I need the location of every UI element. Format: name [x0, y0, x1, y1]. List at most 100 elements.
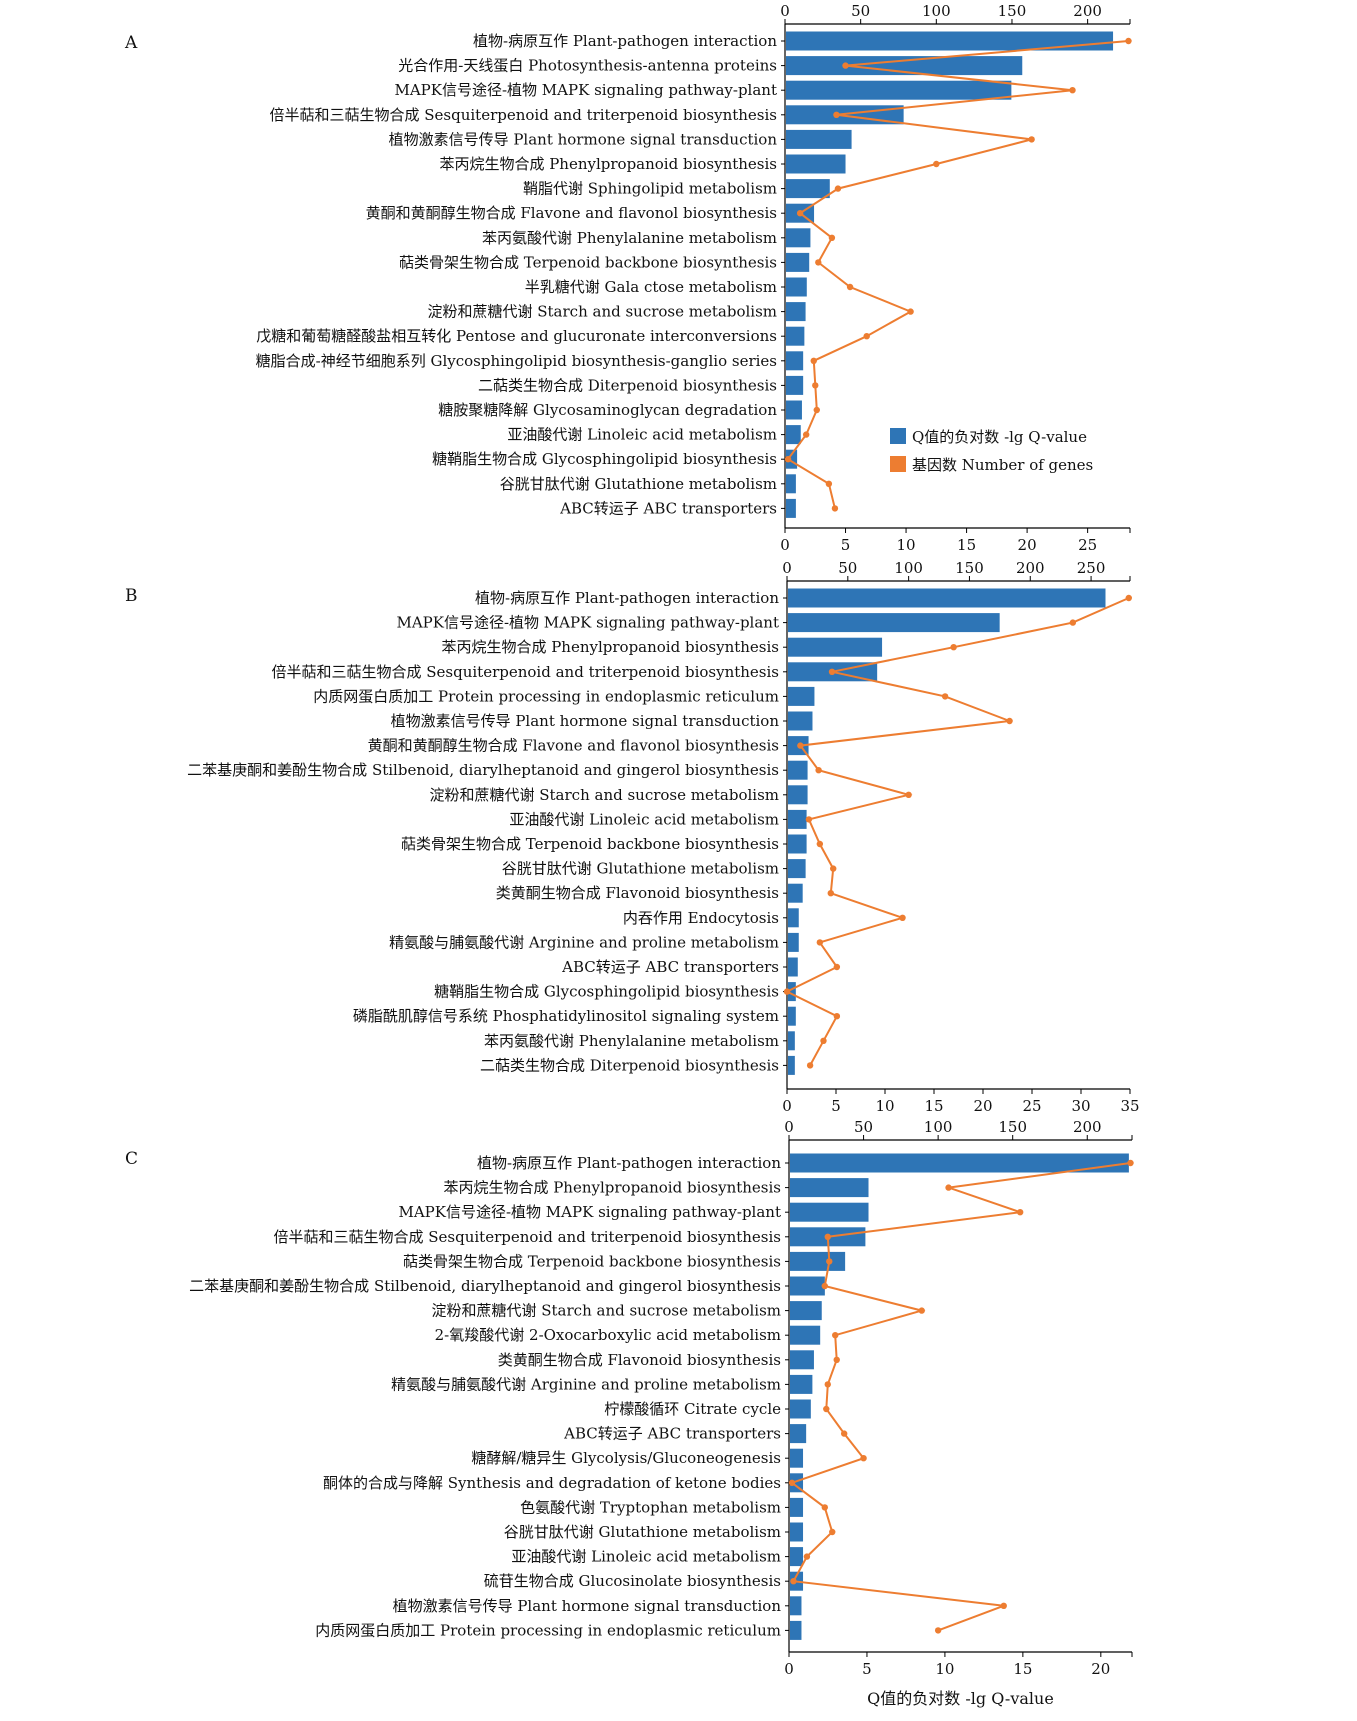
category-label: 糖鞘脂生物合成 Glycosphingolipid biosynthesis — [432, 450, 777, 468]
gene-count-point — [829, 1528, 836, 1536]
bar — [790, 1301, 822, 1321]
bar — [786, 154, 846, 174]
bar — [788, 613, 1000, 633]
gene-count-point — [816, 939, 824, 946]
category-label: 戊糖和葡萄糖醛酸盐相互转化 Pentose and glucuronate in… — [256, 327, 777, 345]
category-label: 亚油酸代谢 Linoleic acid metabolism — [509, 810, 779, 828]
gene-count-point — [825, 480, 833, 487]
bottom-axis-tick-label: 25 — [1078, 536, 1097, 554]
bar — [790, 1497, 804, 1517]
category-label: 糖酵解/糖异生 Glycolysis/Gluconeogenesis — [471, 1449, 781, 1467]
gene-count-point — [1125, 37, 1132, 45]
gene-count-point — [813, 406, 820, 414]
gene-count-point — [788, 1479, 796, 1487]
category-label: 苯丙氨酸代谢 Phenylalanine metabolism — [482, 229, 777, 247]
top-axis-tick-label: 250 — [1077, 559, 1106, 577]
gene-count-point — [950, 644, 957, 651]
gene-count-point — [907, 308, 914, 315]
gene-count-point — [805, 816, 813, 823]
category-label: 植物激素信号传导 Plant hormone signal transducti… — [391, 712, 780, 730]
gene-count-point — [833, 111, 840, 119]
category-label: 淀粉和蔗糖代谢 Starch and sucrose metabolism — [431, 1302, 781, 1320]
bar — [788, 760, 808, 780]
gene-count-point — [905, 791, 912, 798]
category-label: 内质网蛋白质加工 Protein processing in endoplasm… — [315, 1621, 781, 1639]
bar — [788, 834, 807, 854]
gene-count-point — [833, 1356, 840, 1364]
bar — [790, 1251, 846, 1271]
gene-count-point — [826, 1258, 833, 1265]
gene-count-point — [846, 283, 854, 291]
gene-count-point — [796, 210, 804, 217]
bar — [790, 1325, 821, 1345]
category-label: 谷胱甘肽代谢 Glutathione metabolism — [504, 1523, 781, 1541]
top-axis-tick-label: 0 — [782, 559, 792, 577]
bar — [786, 425, 801, 445]
category-label: ABC转运子 ABC transporters — [563, 1425, 781, 1443]
bar — [790, 1202, 869, 1222]
gene-count-point — [1127, 1159, 1134, 1167]
bottom-axis-tick-label: 0 — [782, 1097, 792, 1115]
panel-label: B — [125, 586, 138, 606]
category-label: MAPK信号途径-植物 MAPK signaling pathway-plant — [396, 614, 779, 632]
gene-count-line — [786, 40, 1129, 509]
panel-C: C 0 50 100 150 200 0 5 10 15 20 植物-病原互作 Plant-patho… — [125, 1118, 1134, 1708]
legend-bar-label: Q值的负对数 -lg Q-value — [912, 428, 1087, 446]
gene-count-point — [1000, 1602, 1007, 1610]
category-label: 柠檬酸循环 Citrate cycle — [604, 1400, 781, 1418]
category-label: 二萜类生物合成 Diterpenoid biosynthesis — [478, 376, 777, 394]
category-label: 内吞作用 Endocytosis — [623, 909, 779, 927]
bottom-axis-tick-label: 25 — [1022, 1097, 1041, 1115]
bar — [788, 982, 796, 1002]
legend-bar-swatch — [890, 428, 906, 444]
panel-A: A 0 50 100 150 200 0 5 10 15 20 25 植物-病原互作 Plant-pat… — [124, 2, 1132, 554]
bar — [788, 932, 799, 952]
category-label: 植物-病原互作 Plant-pathogen interaction — [477, 1154, 781, 1172]
bar — [788, 1055, 795, 1075]
x-axis-label: Q值的负对数 -lg Q-value — [867, 1689, 1054, 1708]
bar — [786, 474, 796, 494]
category-label: MAPK信号途径-植物 MAPK signaling pathway-plant — [398, 1203, 781, 1221]
category-label: 苯丙氨酸代谢 Phenylalanine metabolism — [484, 1032, 779, 1050]
bar — [788, 809, 807, 829]
category-label: 萜类骨架生物合成 Terpenoid backbone biosynthesis — [399, 253, 777, 271]
bottom-axis-tick-label: 5 — [862, 1660, 872, 1678]
bottom-axis-tick-label: 15 — [957, 536, 976, 554]
gene-count-point — [941, 693, 949, 700]
category-label: 精氨酸与脯氨酸代谢 Arginine and proline metabolis… — [389, 933, 779, 951]
bar — [786, 228, 811, 248]
bar — [786, 56, 1023, 76]
category-label: 精氨酸与脯氨酸代谢 Arginine and proline metabolis… — [391, 1375, 781, 1393]
gene-count-point — [815, 767, 822, 774]
gene-count-line — [784, 597, 1130, 1066]
bar — [790, 1178, 869, 1198]
category-label: 二苯基庚酮和姜酚生物合成 Stilbenoid, diarylheptanoid… — [187, 761, 779, 779]
bar — [786, 400, 802, 420]
gene-count-point — [833, 963, 841, 971]
bar — [786, 326, 805, 346]
category-label: 酮体的合成与降解 Synthesis and degradation of ke… — [323, 1474, 781, 1492]
category-label: 磷脂酰肌醇信号系统 Phosphatidylinositol signaling… — [353, 1007, 779, 1025]
panel-label: C — [125, 1149, 138, 1169]
top-axis-tick-label: 0 — [780, 2, 790, 20]
bar — [790, 1424, 807, 1444]
bar — [786, 31, 1114, 51]
gene-count-point — [803, 1553, 811, 1560]
gene-count-point — [1069, 87, 1076, 94]
bottom-axis-tick-label: 5 — [831, 1097, 841, 1115]
category-label: 二苯基庚酮和姜酚生物合成 Stilbenoid, diarylheptanoid… — [189, 1277, 781, 1295]
bar — [790, 1620, 802, 1640]
gene-count-point — [784, 456, 792, 463]
bottom-axis-tick-label: 0 — [780, 536, 790, 554]
top-axis-tick-label: 200 — [1016, 559, 1045, 577]
gene-count-point — [806, 1062, 814, 1069]
category-label: 倍半萜和三萜生物合成 Sesquiterpenoid and triterpen… — [274, 1228, 782, 1246]
top-axis-tick-label: 100 — [894, 559, 923, 577]
gene-count-point — [863, 333, 870, 340]
category-label: 苯丙烷生物合成 Phenylpropanoid biosynthesis — [441, 638, 779, 656]
category-label: 半乳糖代谢 Gala ctose metabolism — [525, 278, 777, 296]
category-label: 淀粉和蔗糖代谢 Starch and sucrose metabolism — [427, 303, 777, 321]
bar — [790, 1399, 811, 1419]
gene-count-point — [815, 259, 822, 266]
